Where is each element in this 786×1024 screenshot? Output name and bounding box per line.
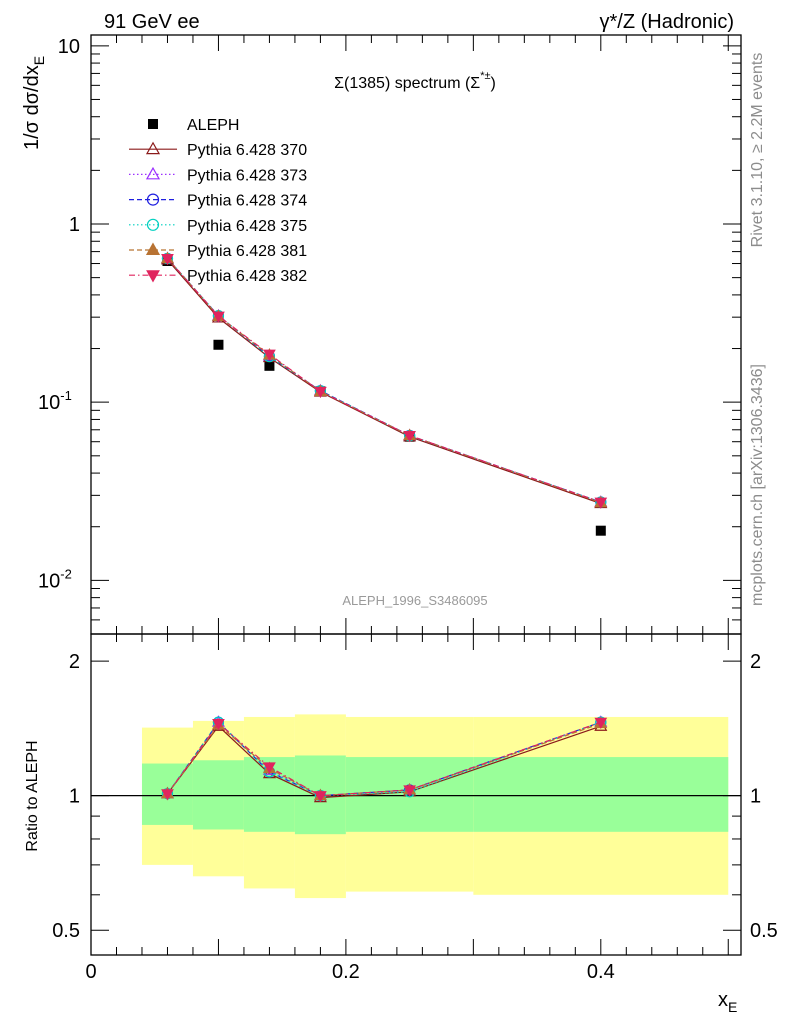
ratio-y-tick-label-right: 1 [750,786,761,808]
ratio-line-3 [167,721,602,797]
ratio-y-tick-label-left: 1 [69,786,80,808]
legend-label: Pythia 6.428 370 [187,142,307,159]
ratio-point-5-2 [263,762,276,774]
y-tick-label: 1 [69,214,80,236]
series-line-1 [167,259,601,505]
legend-marker [145,166,161,180]
ratio-y-axis-label: Ratio to ALEPH [24,740,41,851]
series-line-3 [167,258,601,503]
legend-label: Pythia 6.428 381 [187,243,307,260]
ratio-plot-frame [90,633,742,956]
y-tick-label: 10 [58,36,80,58]
point-6-2 [263,349,276,361]
ratio-line-5 [167,721,602,797]
axis-tick-labels: 10 1 10-1 10-2 0.5 0.5 1 1 2 2 0 0.2 0.4 [38,36,778,983]
legend: ALEPH Pythia 6.428 370 Pythia 6.428 373 Pyt… [129,117,307,285]
axis-ticks [90,35,741,955]
x-tick-label: 0.2 [332,961,360,983]
main-plot-series [160,251,608,536]
legend-marker [145,242,161,255]
series-1 [160,252,608,509]
series-line-4 [167,258,601,503]
point-6-4 [403,431,416,443]
band-inner-5 [473,757,729,832]
main-plot-title: Σ(1385) spectrum (Σ*±) [334,70,496,92]
legend-label: Pythia 6.428 375 [187,218,307,235]
legend-entry-3: Pythia 6.428 374 [129,193,307,210]
y-tick-label: 10-1 [38,388,72,414]
series-line-5 [167,258,601,504]
band-inner-1 [192,760,244,830]
series-line-6 [167,258,601,503]
legend-label: Pythia 6.428 374 [187,193,307,210]
ratio-y-tick-label-right: 0.5 [750,920,778,942]
x-tick-label: 0 [85,961,96,983]
header-right: γ*/Z (Hadronic) [600,11,734,33]
point-6-3 [314,386,327,399]
legend-marker [146,218,160,231]
legend-label: ALEPH [187,117,239,134]
main-y-axis-label: 1/σ dσ/dxE [21,56,47,150]
rivet-version-text: Rivet 3.1.10, ≥ 2.2M events [749,53,766,248]
x-axis-label: xE [718,989,737,1015]
point-6-5 [594,497,608,509]
ratio-point-5-1 [212,719,225,731]
point-0-1 [213,339,224,350]
series-2 [160,251,608,507]
series-4 [161,252,607,508]
ratio-y-tick-label-right: 2 [750,651,761,673]
ratio-uncertainty-bands [141,714,729,899]
y-tick-label: 10-2 [38,566,72,592]
series-0 [162,255,606,536]
legend-entry-2: Pythia 6.428 373 [129,166,307,184]
ratio-y-tick-label-left: 2 [69,651,80,673]
ratio-y-tick-label-left: 0.5 [52,920,80,942]
x-tick-label: 0.4 [587,961,615,983]
ratio-point-5-0 [161,789,174,801]
series-5 [160,251,608,508]
plot-frames [90,34,742,956]
series-line-2 [167,258,601,503]
ratio-point-5-4 [403,785,416,797]
legend-marker [146,270,160,283]
ratio-point-5-5 [594,717,608,729]
point-0-2 [264,360,275,371]
legend-entry-1: Pythia 6.428 370 [129,141,307,159]
series-6 [161,254,608,509]
legend-label: Pythia 6.428 382 [187,268,307,285]
series-3 [161,252,607,508]
point-6-0 [161,254,174,266]
ratio-point-5-3 [314,791,327,803]
header-left: 91 GeV ee [104,11,200,33]
legend-marker [148,119,158,129]
legend-marker [146,193,160,206]
analysis-watermark: ALEPH_1996_S3486095 [342,593,487,608]
point-6-1 [212,311,225,323]
mcplots-reference-text: mcplots.cern.ch [arXiv:1306.3436] [749,364,766,606]
legend-entry-0: ALEPH [148,117,239,134]
legend-marker [145,141,161,155]
point-0-5 [595,525,606,536]
legend-entry-4: Pythia 6.428 375 [129,218,307,235]
legend-entry-5: Pythia 6.428 381 [129,242,307,260]
ratio-line-0 [167,725,601,799]
legend-label: Pythia 6.428 373 [187,167,307,184]
ratio-series-5 [161,717,608,803]
ratio-plot-series [160,715,608,803]
legend-entry-6: Pythia 6.428 382 [129,268,307,285]
